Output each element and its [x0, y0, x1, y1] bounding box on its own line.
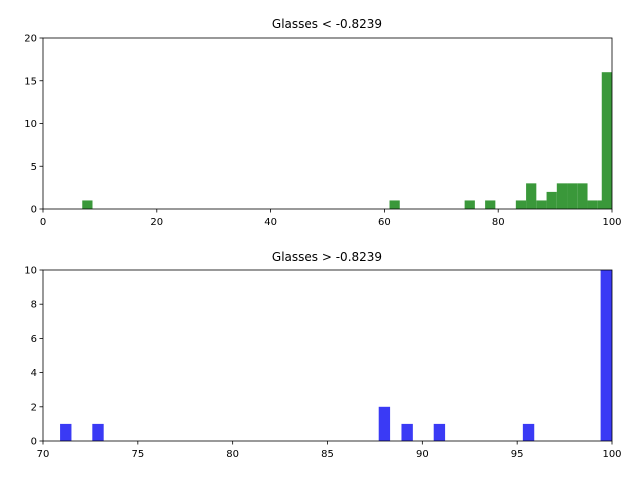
bottom-y-tick-label: 2	[31, 402, 37, 413]
bottom-x-tick-label: 70	[37, 449, 50, 460]
top-x-axis: 0 20 40 60 80 100	[40, 209, 622, 228]
bottom-histogram-bar	[378, 406, 391, 441]
top-histogram-bar	[485, 200, 496, 209]
bottom-x-tick-label: 90	[416, 449, 429, 460]
top-y-tick-label: 0	[31, 205, 37, 216]
bottom-x-tick-label: 100	[602, 449, 621, 460]
bottom-y-tick-label: 0	[31, 437, 37, 448]
top-chart-title: Glasses < -0.8239	[272, 17, 382, 31]
top-y-tick-label: 5	[31, 162, 37, 173]
bottom-histogram-bar	[600, 270, 612, 441]
top-histogram-bar	[464, 200, 475, 209]
top-x-tick-label: 100	[602, 217, 621, 228]
top-histogram-bar	[515, 200, 527, 209]
top-y-axis: 0 5 10 15 20	[24, 34, 43, 216]
top-histogram-bar	[587, 200, 598, 209]
top-x-tick-label: 0	[40, 217, 46, 228]
top-x-tick-label: 40	[264, 217, 277, 228]
bottom-histogram-bar	[60, 423, 72, 441]
top-histogram-bar	[567, 183, 578, 209]
bottom-y-tick-label: 8	[31, 300, 37, 311]
top-x-tick-label: 60	[378, 217, 391, 228]
bottom-x-tick-label: 85	[321, 449, 334, 460]
top-histogram-bar	[526, 183, 537, 209]
top-axes-frame	[42, 37, 613, 210]
bottom-y-tick-label: 10	[24, 266, 37, 277]
top-histogram-bar	[546, 191, 557, 209]
bottom-x-axis: 70 75 80 85 90 95 100	[37, 441, 622, 460]
top-histogram-bar	[389, 200, 400, 209]
top-histogram-bar	[536, 200, 547, 209]
top-histogram-bar	[577, 183, 588, 209]
bottom-histogram-bar	[433, 423, 446, 441]
top-histogram-bar	[556, 183, 568, 209]
bottom-x-tick-label: 75	[131, 449, 144, 460]
bottom-histogram-bar	[522, 423, 535, 441]
bottom-y-axis: 0 2 4 6 8 10	[24, 266, 43, 448]
bottom-bars	[60, 270, 612, 441]
top-y-tick-label: 15	[24, 76, 37, 87]
bottom-axes-frame	[42, 269, 613, 442]
bottom-x-tick-label: 95	[511, 449, 524, 460]
top-bars	[82, 72, 612, 209]
bottom-histogram-bar	[401, 423, 413, 441]
top-x-tick-label: 80	[492, 217, 505, 228]
top-histogram-bar	[601, 72, 612, 209]
top-histogram: Glasses < -0.8239 0 5 10 15 20 0 20 40 60 80 100	[24, 17, 621, 228]
top-x-tick-label: 20	[150, 217, 163, 228]
bottom-y-tick-label: 6	[31, 334, 37, 345]
bottom-histogram-bar	[92, 423, 104, 441]
top-y-tick-label: 20	[24, 34, 37, 45]
bottom-chart-title: Glasses > -0.8239	[272, 250, 382, 264]
bottom-y-tick-label: 4	[31, 368, 37, 379]
top-histogram-bar	[82, 200, 93, 209]
top-y-tick-label: 10	[24, 119, 37, 130]
bottom-x-tick-label: 80	[226, 449, 239, 460]
bottom-histogram: Glasses > -0.8239 0 2 4 6 8 10 70 75 80 85 90 95 10…	[24, 250, 621, 460]
